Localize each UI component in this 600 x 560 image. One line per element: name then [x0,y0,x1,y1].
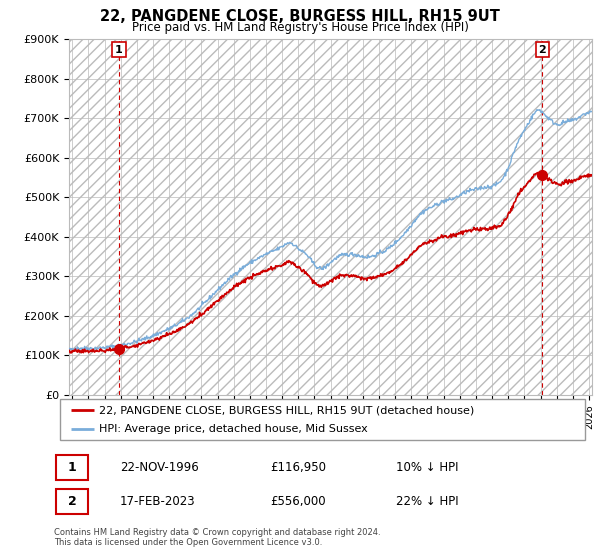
Text: 22, PANGDENE CLOSE, BURGESS HILL, RH15 9UT (detached house): 22, PANGDENE CLOSE, BURGESS HILL, RH15 9… [100,405,475,415]
Text: 10% ↓ HPI: 10% ↓ HPI [396,461,458,474]
FancyBboxPatch shape [60,399,585,440]
FancyBboxPatch shape [56,488,88,514]
Text: Contains HM Land Registry data © Crown copyright and database right 2024.
This d: Contains HM Land Registry data © Crown c… [54,528,380,547]
Text: 17-FEB-2023: 17-FEB-2023 [120,494,196,508]
FancyBboxPatch shape [56,455,88,480]
Text: 22-NOV-1996: 22-NOV-1996 [120,461,199,474]
Text: 2: 2 [68,494,76,508]
Text: 22, PANGDENE CLOSE, BURGESS HILL, RH15 9UT: 22, PANGDENE CLOSE, BURGESS HILL, RH15 9… [100,9,500,24]
Text: 1: 1 [115,45,123,54]
Text: 22% ↓ HPI: 22% ↓ HPI [396,494,458,508]
Text: 1: 1 [68,461,76,474]
Text: £556,000: £556,000 [270,494,326,508]
Text: Price paid vs. HM Land Registry's House Price Index (HPI): Price paid vs. HM Land Registry's House … [131,21,469,34]
Text: HPI: Average price, detached house, Mid Sussex: HPI: Average price, detached house, Mid … [100,424,368,433]
Text: 2: 2 [539,45,547,54]
Bar [69,39,592,395]
Text: £116,950: £116,950 [270,461,326,474]
